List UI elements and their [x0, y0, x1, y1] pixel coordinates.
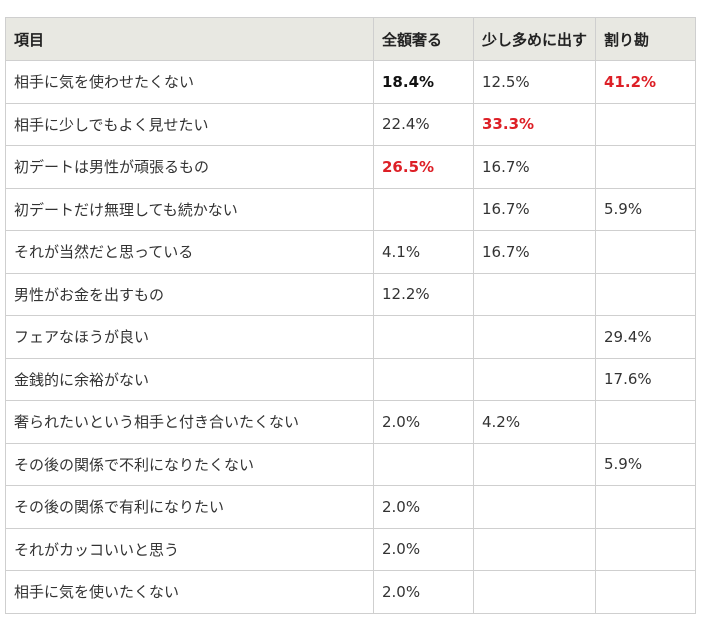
- pay-a-bit-more-cell: [473, 272, 596, 316]
- table-body: 相手に気を使わせたくない 18.4% 12.5% 41.2% 相手に少しでもよく見せたい…: [5, 60, 696, 614]
- split-bill-cell: [595, 230, 696, 274]
- table-row: 初デートは男性が頑張るもの 26.5% 16.7%: [5, 145, 696, 189]
- reason-cell: それがカッコいいと思う: [5, 527, 374, 571]
- reason-cell: 奢られたいという相手と付き合いたくない: [5, 400, 374, 444]
- header-split-bill: 割り勘: [595, 17, 696, 61]
- split-bill-cell: 29.4%: [595, 315, 696, 359]
- full-treat-cell: 12.2%: [373, 272, 474, 316]
- full-treat-cell: 2.0%: [373, 485, 474, 529]
- split-bill-cell: [595, 485, 696, 529]
- header-full-treat: 全額奢る: [373, 17, 474, 61]
- reason-cell: 相手に気を使わせたくない: [5, 60, 374, 104]
- pay-a-bit-more-cell: 33.3%: [473, 102, 596, 146]
- full-treat-cell: 4.1%: [373, 230, 474, 274]
- full-treat-cell: 26.5%: [373, 145, 474, 189]
- header-row: 項目 全額奢る 少し多めに出す 割り勘: [5, 17, 696, 61]
- table-row: 相手に気を使いたくない 2.0%: [5, 570, 696, 614]
- full-treat-cell: [373, 442, 474, 486]
- pay-a-bit-more-cell: 16.7%: [473, 145, 596, 189]
- reason-cell: 男性がお金を出すもの: [5, 272, 374, 316]
- table-row: 男性がお金を出すもの 12.2%: [5, 272, 696, 316]
- reason-cell: その後の関係で不利になりたくない: [5, 442, 374, 486]
- reason-cell: フェアなほうが良い: [5, 315, 374, 359]
- table-row: その後の関係で有利になりたい 2.0%: [5, 485, 696, 529]
- split-bill-cell: [595, 145, 696, 189]
- table-row: その後の関係で不利になりたくない 5.9%: [5, 442, 696, 486]
- table-row: 相手に気を使わせたくない 18.4% 12.5% 41.2%: [5, 60, 696, 104]
- reason-cell: 金銭的に余裕がない: [5, 357, 374, 401]
- pay-a-bit-more-cell: 4.2%: [473, 400, 596, 444]
- split-bill-cell: [595, 400, 696, 444]
- split-bill-cell: 17.6%: [595, 357, 696, 401]
- pay-a-bit-more-cell: [473, 357, 596, 401]
- full-treat-cell: [373, 315, 474, 359]
- full-treat-cell: 22.4%: [373, 102, 474, 146]
- reason-cell: 相手に少しでもよく見せたい: [5, 102, 374, 146]
- reason-cell: その後の関係で有利になりたい: [5, 485, 374, 529]
- table-row: 初デートだけ無理しても続かない 16.7% 5.9%: [5, 187, 696, 231]
- pay-a-bit-more-cell: [473, 527, 596, 571]
- split-bill-cell: [595, 272, 696, 316]
- split-bill-cell: 41.2%: [595, 60, 696, 104]
- header-item: 項目: [5, 17, 374, 61]
- survey-table: 項目 全額奢る 少し多めに出す 割り勘 相手に気を使わせたくない 18.4% 12.…: [5, 17, 696, 614]
- table-row: 奢られたいという相手と付き合いたくない 2.0% 4.2%: [5, 400, 696, 444]
- table-row: 相手に少しでもよく見せたい 22.4% 33.3%: [5, 102, 696, 146]
- full-treat-cell: 2.0%: [373, 570, 474, 614]
- reason-cell: 相手に気を使いたくない: [5, 570, 374, 614]
- survey-table-container: 項目 全額奢る 少し多めに出す 割り勘 相手に気を使わせたくない 18.4% 12.…: [5, 17, 696, 614]
- table-row: フェアなほうが良い 29.4%: [5, 315, 696, 359]
- table-row: 金銭的に余裕がない 17.6%: [5, 357, 696, 401]
- full-treat-cell: 2.0%: [373, 527, 474, 571]
- reason-cell: 初デートだけ無理しても続かない: [5, 187, 374, 231]
- pay-a-bit-more-cell: [473, 315, 596, 359]
- split-bill-cell: [595, 102, 696, 146]
- split-bill-cell: [595, 570, 696, 614]
- full-treat-cell: 2.0%: [373, 400, 474, 444]
- pay-a-bit-more-cell: [473, 485, 596, 529]
- reason-cell: それが当然だと思っている: [5, 230, 374, 274]
- header-pay-a-bit-more: 少し多めに出す: [473, 17, 596, 61]
- table-row: それがカッコいいと思う 2.0%: [5, 527, 696, 571]
- full-treat-cell: 18.4%: [373, 60, 474, 104]
- pay-a-bit-more-cell: [473, 442, 596, 486]
- full-treat-cell: [373, 357, 474, 401]
- pay-a-bit-more-cell: 16.7%: [473, 187, 596, 231]
- full-treat-cell: [373, 187, 474, 231]
- table-header: 項目 全額奢る 少し多めに出す 割り勘: [5, 17, 696, 61]
- reason-cell: 初デートは男性が頑張るもの: [5, 145, 374, 189]
- pay-a-bit-more-cell: [473, 570, 596, 614]
- pay-a-bit-more-cell: 12.5%: [473, 60, 596, 104]
- split-bill-cell: 5.9%: [595, 442, 696, 486]
- pay-a-bit-more-cell: 16.7%: [473, 230, 596, 274]
- table-row: それが当然だと思っている 4.1% 16.7%: [5, 230, 696, 274]
- split-bill-cell: 5.9%: [595, 187, 696, 231]
- split-bill-cell: [595, 527, 696, 571]
